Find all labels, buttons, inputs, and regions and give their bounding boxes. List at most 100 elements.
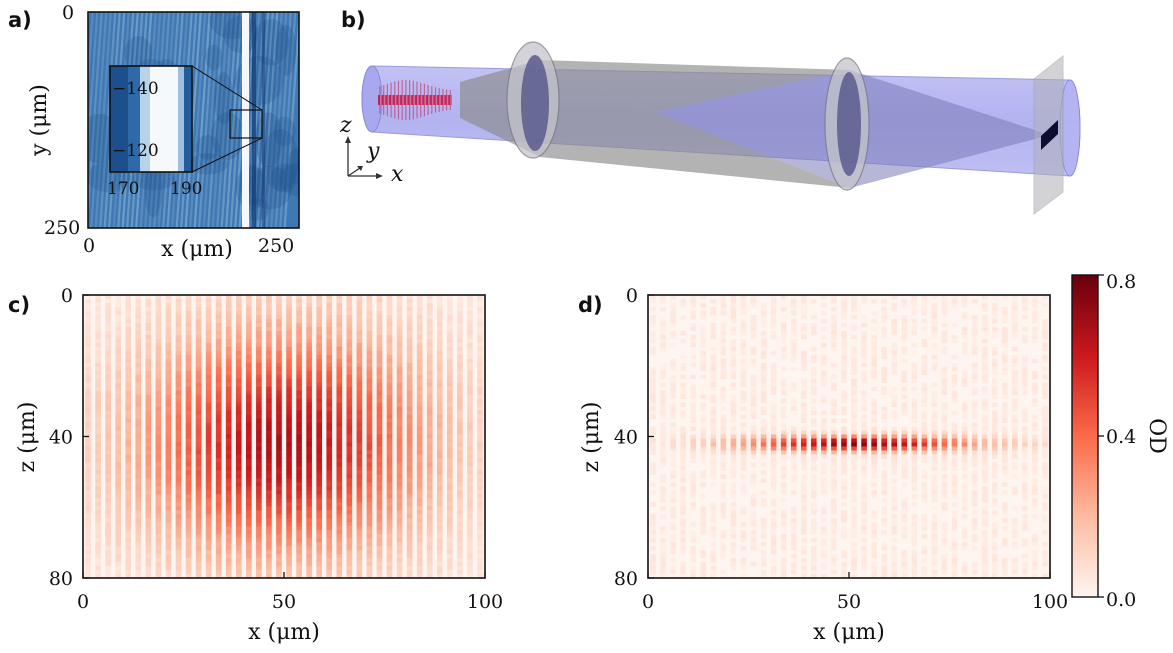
fringe-cell bbox=[670, 406, 676, 411]
fringe-cell bbox=[770, 386, 777, 392]
fringe-cell bbox=[135, 410, 142, 415]
fringe-cell bbox=[981, 546, 988, 551]
fringe-cell bbox=[740, 358, 747, 364]
fringe-cell bbox=[790, 386, 797, 392]
fringe-cell bbox=[185, 462, 192, 467]
fringe-cell bbox=[467, 386, 473, 392]
fringe-cell bbox=[760, 490, 767, 495]
fringe-cell bbox=[366, 394, 373, 400]
fringe-cell bbox=[861, 518, 867, 523]
fringe-cell bbox=[750, 334, 757, 340]
fringe-cell bbox=[447, 306, 453, 312]
fringe-cell bbox=[1001, 410, 1008, 415]
fringe-cell bbox=[346, 446, 353, 451]
fringe-cell bbox=[971, 386, 978, 392]
fringe-cell bbox=[326, 558, 333, 563]
fringe-cell bbox=[286, 442, 292, 447]
fringe-cell bbox=[115, 494, 121, 499]
fringe-cell bbox=[135, 430, 142, 435]
fringe-cell bbox=[981, 522, 988, 527]
fringe-cell bbox=[286, 554, 292, 559]
xtick-label: 50 bbox=[272, 591, 296, 613]
fringe-cell bbox=[215, 326, 222, 332]
fringe-cell bbox=[185, 422, 192, 427]
fringe-cell bbox=[246, 466, 252, 471]
fringe-cell bbox=[1001, 295, 1008, 300]
fringe-cell bbox=[195, 438, 202, 443]
fringe-cell bbox=[266, 442, 272, 447]
fringe-cell bbox=[981, 486, 988, 491]
fringe-cell bbox=[185, 322, 192, 328]
fringe-cell bbox=[881, 418, 887, 423]
fringe-cell bbox=[286, 362, 292, 368]
fringe-cell bbox=[921, 318, 928, 324]
fringe-cell bbox=[740, 318, 747, 324]
fringe-cell bbox=[145, 390, 152, 396]
fringe-cell bbox=[690, 530, 697, 535]
fringe-cell bbox=[326, 522, 333, 527]
fringe-cell bbox=[95, 326, 101, 332]
fringe-cell bbox=[366, 558, 373, 563]
fringe-cell bbox=[941, 570, 948, 575]
fringe-cell bbox=[881, 406, 887, 411]
fringe-cell bbox=[710, 322, 717, 328]
fringe-cell bbox=[871, 514, 877, 519]
fringe-cell bbox=[891, 506, 898, 511]
fringe-cell bbox=[286, 326, 292, 332]
fringe-cell bbox=[215, 474, 222, 479]
fringe-cell bbox=[276, 342, 282, 348]
panel-a: 0 250 0 250 y (μm) x (μm) −140 −120 170 … bbox=[27, 2, 300, 262]
fringe-cell bbox=[145, 546, 152, 551]
fringe-cell bbox=[276, 438, 282, 443]
fringe-cell bbox=[326, 426, 333, 431]
fringe-cell bbox=[135, 482, 142, 487]
fringe-cell bbox=[436, 310, 443, 316]
fringe-cell bbox=[115, 434, 121, 439]
fringe-cell bbox=[760, 430, 767, 435]
fringe-cell bbox=[235, 514, 242, 519]
fringe-cell bbox=[326, 366, 333, 372]
fringe-cell bbox=[215, 402, 222, 408]
fringe-cell bbox=[105, 366, 111, 372]
image-stripe bbox=[184, 12, 202, 228]
fringe-cell bbox=[286, 338, 292, 344]
fringe-cell bbox=[406, 502, 413, 507]
fringe-cell bbox=[477, 438, 483, 443]
fringe-cell bbox=[861, 546, 867, 551]
fringe-cell bbox=[1012, 314, 1018, 320]
fringe-cell bbox=[356, 434, 363, 439]
fringe-cell bbox=[457, 486, 463, 491]
fringe-cell bbox=[670, 446, 676, 451]
fringe-cell bbox=[680, 538, 686, 543]
fringe-cell bbox=[115, 362, 121, 368]
atom-fringe-gap bbox=[431, 95, 434, 105]
fringe-cell bbox=[891, 326, 898, 332]
fringe-cell bbox=[851, 438, 857, 443]
fringe-cell bbox=[760, 498, 767, 503]
fringe-cell bbox=[750, 402, 757, 408]
fringe-cell bbox=[386, 382, 393, 388]
fringe-cell bbox=[931, 418, 938, 423]
fringe-cell bbox=[205, 506, 212, 511]
fringe-cell bbox=[941, 402, 948, 408]
fringe-cell bbox=[971, 518, 978, 523]
fringe-cell bbox=[386, 358, 393, 364]
fringe-cell bbox=[155, 418, 162, 423]
fringe-cell bbox=[780, 438, 787, 443]
fringe-cell bbox=[700, 450, 707, 455]
fringe-cell bbox=[467, 498, 473, 503]
fringe-cell bbox=[911, 474, 918, 479]
fringe-cell bbox=[477, 298, 483, 304]
fringe-cell bbox=[981, 462, 988, 467]
fringe-cell bbox=[851, 350, 857, 356]
fringe-cell bbox=[436, 482, 443, 487]
fringe-cell bbox=[205, 434, 212, 439]
fringe-cell bbox=[821, 506, 827, 511]
fringe-cell bbox=[225, 570, 232, 575]
fringe-cell bbox=[205, 382, 212, 388]
fringe-cell bbox=[650, 318, 656, 324]
fringe-cell bbox=[871, 490, 877, 495]
fringe-cell bbox=[326, 370, 333, 376]
fringe-cell bbox=[700, 394, 707, 400]
fringe-cell bbox=[266, 538, 272, 543]
